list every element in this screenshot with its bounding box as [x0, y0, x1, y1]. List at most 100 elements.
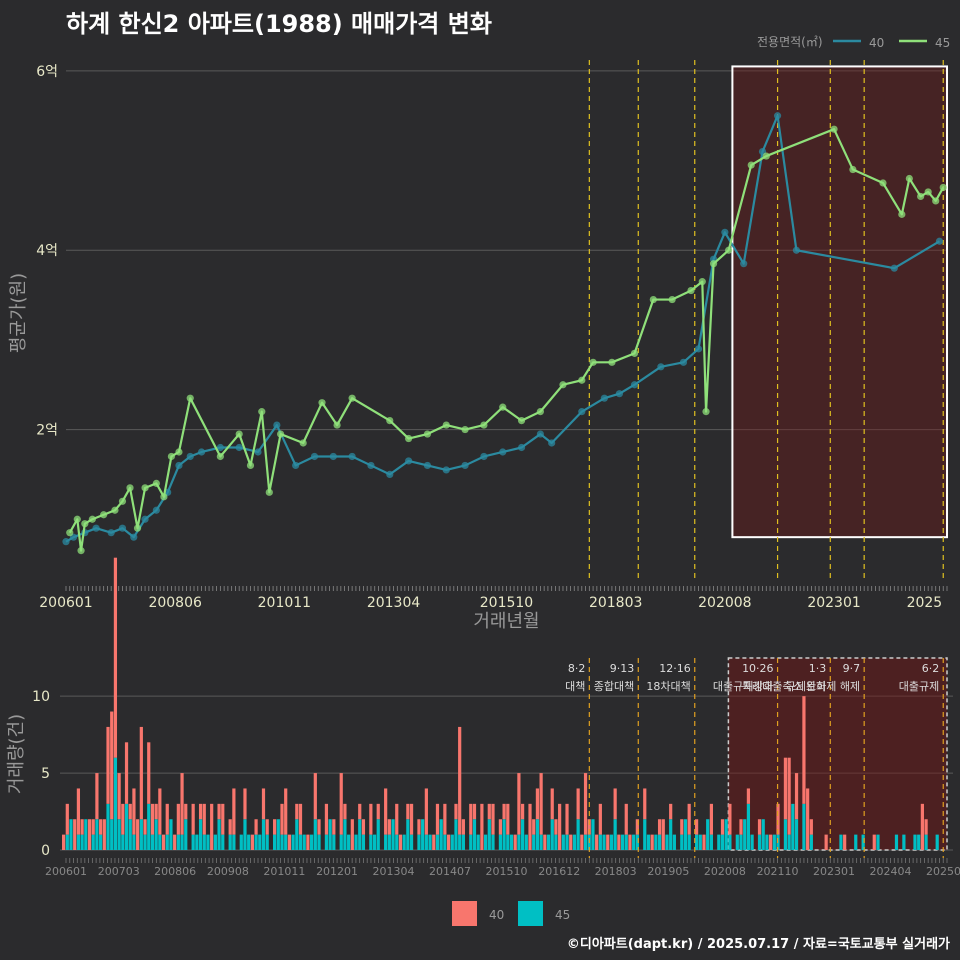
volume-bar-45 — [165, 834, 169, 850]
volume-bar-45 — [254, 834, 258, 850]
volume-bar-40 — [643, 788, 647, 820]
volume-bar-45 — [439, 819, 443, 850]
volume-bar-40 — [617, 834, 621, 850]
volume-bar-45 — [743, 819, 747, 850]
volume-bar-45 — [354, 834, 358, 850]
volume-bar-45 — [454, 819, 458, 850]
volume-bar-45 — [291, 834, 295, 850]
volume-bar-40 — [384, 788, 388, 835]
volume-bar-45 — [535, 819, 540, 850]
volume-bar-40 — [221, 803, 225, 835]
volume-bar-40 — [80, 819, 84, 835]
volume-bar-40 — [106, 726, 110, 804]
volume-bar-40 — [554, 819, 558, 835]
volume-bar-45 — [746, 803, 751, 850]
volume-legend-swatch-45 — [518, 901, 543, 926]
volume-bar-40 — [539, 773, 543, 835]
volume-bar-40 — [332, 819, 336, 835]
main-legend: 전용면적(㎡) 40 45 — [757, 35, 950, 50]
volume-bar-40 — [91, 819, 95, 835]
volume-bar-40 — [62, 834, 66, 850]
volume-bar-45 — [99, 834, 103, 850]
policy-annotation-date: 10·26 — [742, 662, 774, 675]
y-tick-label: 4억 — [36, 243, 58, 259]
volume-bar-45 — [765, 834, 769, 850]
volume-bar-40 — [783, 757, 788, 820]
chart-title: 하계 한신2 아파트(1988) 매매가격 변화 — [66, 10, 492, 38]
volume-bar-45 — [347, 834, 351, 850]
volume-bar-45 — [613, 819, 617, 850]
volume-y-axis-title: 거래량(건) — [6, 714, 27, 794]
volume-bar-45 — [609, 834, 614, 850]
volume-bar-45 — [221, 834, 225, 850]
volume-bar-45 — [791, 803, 795, 850]
volume-bar-40 — [757, 819, 762, 835]
volume-bar-40 — [272, 819, 277, 835]
volume-bar-40 — [358, 803, 362, 820]
volume-bar-40 — [139, 726, 143, 820]
volume-bar-45 — [417, 834, 421, 850]
volume-x-tick-label: 201407 — [429, 865, 471, 878]
volume-bar-40 — [491, 803, 495, 835]
volume-bar-45 — [154, 819, 158, 850]
volume-bar-45 — [265, 834, 269, 850]
volume-bar-40 — [121, 803, 125, 835]
volume-bar-45 — [517, 834, 521, 850]
volume-bar-40 — [720, 819, 725, 835]
x-tick-label: 202301 — [807, 595, 860, 611]
volume-bar-45 — [706, 819, 710, 850]
volume-bar-40 — [694, 819, 699, 835]
volume-bar-45 — [343, 819, 347, 850]
volume-bar-40 — [435, 803, 440, 835]
volume-bar-45 — [387, 834, 391, 850]
volume-bar-40 — [806, 788, 810, 850]
legend-label-40: 40 — [869, 36, 884, 50]
volume-bar-45 — [143, 834, 147, 850]
volume-x-tick-label: 201510 — [486, 865, 528, 878]
volume-bar-45 — [472, 819, 477, 850]
volume-bar-40 — [587, 819, 591, 835]
volume-legend: 40 45 — [452, 901, 570, 926]
volume-bar-40 — [472, 803, 477, 820]
volume-bar-45 — [876, 834, 880, 850]
volume-bar-40 — [809, 819, 813, 835]
volume-bar-45 — [561, 834, 565, 850]
volume-bar-40 — [369, 803, 373, 835]
volume-bar-40 — [739, 819, 743, 835]
volume-bar-45 — [502, 819, 506, 850]
policy-annotation-label: 대책 — [565, 680, 585, 693]
volume-bar-45 — [169, 819, 173, 850]
volume-bar-45 — [839, 834, 843, 850]
volume-bar-40 — [176, 803, 180, 835]
volume-bar-40 — [265, 819, 269, 835]
volume-x-tick-label: 201011 — [263, 865, 305, 878]
volume-bar-45 — [213, 834, 217, 850]
volume-bar-40 — [487, 803, 491, 820]
volume-bar-40 — [387, 819, 391, 835]
volume-bar-40 — [924, 819, 928, 835]
volume-bar-40 — [521, 803, 525, 820]
y-tick-label: 2억 — [36, 423, 58, 439]
volume-bar-45 — [195, 834, 199, 850]
volume-bar-45 — [924, 834, 928, 850]
volume-y-tick-label: 10 — [32, 689, 50, 705]
volume-legend-label-40: 40 — [489, 908, 504, 922]
volume-bar-45 — [669, 819, 673, 850]
volume-bar-40 — [228, 819, 232, 835]
volume-bar-40 — [580, 834, 584, 850]
volume-bar-40 — [298, 803, 303, 835]
volume-bar-45 — [243, 819, 247, 850]
volume-bar-40 — [595, 834, 599, 850]
volume-bar-45 — [554, 834, 558, 850]
volume-bar-45 — [683, 819, 688, 850]
volume-bar-40 — [217, 803, 221, 820]
volume-bar-40 — [398, 834, 403, 850]
volume-bar-45 — [620, 834, 625, 850]
volume-bar-40 — [480, 803, 484, 850]
volume-bar-40 — [606, 834, 610, 850]
policy-annotation-label: 대출규제강화 — [713, 680, 774, 693]
volume-bar-40 — [624, 803, 628, 835]
volume-bar-40 — [87, 819, 92, 850]
volume-bar-45 — [750, 834, 754, 850]
volume-bar-40 — [517, 773, 521, 835]
